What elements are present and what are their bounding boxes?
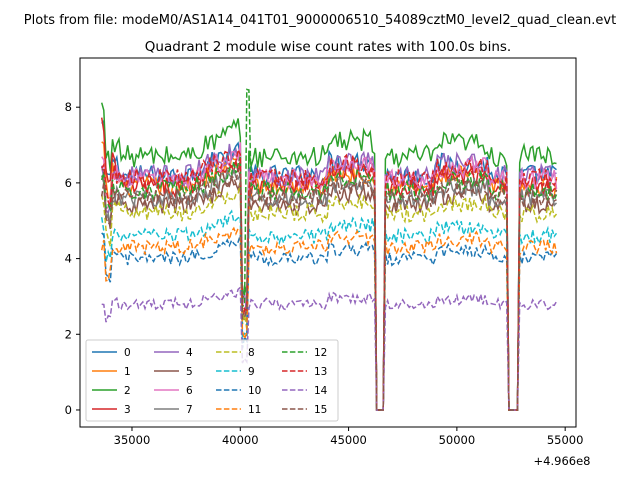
x-tick-label: 40000 — [222, 433, 259, 447]
series-line-5 — [101, 168, 557, 411]
y-tick-label: 4 — [65, 252, 72, 266]
legend-label-2: 2 — [124, 385, 131, 397]
suptitle: Plots from file: modeM0/AS1A14_041T01_90… — [24, 13, 616, 28]
x-tick-label: 45000 — [330, 433, 367, 447]
chart-title: Quadrant 2 module wise count rates with … — [145, 39, 511, 55]
legend-label-4: 4 — [186, 347, 193, 359]
y-tick-label: 6 — [65, 176, 72, 190]
y-tick-label: 2 — [65, 327, 72, 341]
legend-label-7: 7 — [186, 404, 193, 416]
legend-label-12: 12 — [314, 347, 327, 359]
series-line-10 — [101, 232, 558, 411]
series-line-2 — [100, 102, 557, 411]
x-tick-label: 50000 — [439, 433, 476, 447]
series-line-13 — [101, 147, 558, 411]
series-line-4 — [100, 143, 557, 411]
series-line-12 — [100, 88, 558, 411]
y-tick-label: 8 — [65, 100, 72, 114]
legend-label-8: 8 — [248, 347, 255, 359]
series-line-8 — [100, 182, 558, 411]
x-offset-label: +4.966e8 — [534, 454, 591, 468]
series-line-14 — [101, 285, 558, 411]
legend-label-1: 1 — [124, 366, 131, 378]
legend-label-6: 6 — [186, 385, 193, 397]
series-line-15 — [100, 168, 558, 411]
legend-frame — [85, 339, 339, 422]
series-line-11 — [100, 226, 558, 411]
axes-frame — [79, 57, 577, 428]
legend-label-3: 3 — [124, 404, 131, 416]
x-axis: 35000 40000 45000 50000 55000 — [114, 427, 584, 447]
y-tick-label: 0 — [65, 403, 72, 417]
legend-label-15: 15 — [314, 404, 327, 416]
x-tick-label: 55000 — [547, 433, 584, 447]
plot-area: 35000 40000 45000 50000 55000 0 2 4 6 8 +4.966e8 — [65, 57, 591, 468]
legend-label-5: 5 — [186, 366, 193, 378]
series-group — [100, 88, 558, 411]
legend-label-0: 0 — [124, 347, 131, 359]
legend-label-13: 13 — [314, 366, 327, 378]
legend-label-9: 9 — [248, 366, 255, 378]
legend-label-11: 11 — [248, 404, 261, 416]
legend-label-10: 10 — [248, 385, 261, 397]
legend-label-14: 14 — [314, 385, 328, 397]
x-tick-label: 35000 — [114, 433, 151, 447]
y-axis: 0 2 4 6 8 — [65, 100, 80, 417]
series-line-9 — [100, 209, 558, 411]
